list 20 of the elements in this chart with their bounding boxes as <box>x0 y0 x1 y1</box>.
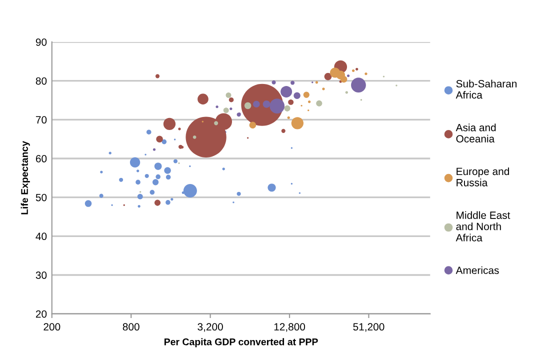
x-tick-label: 51,200 <box>353 323 384 332</box>
x-tick-label: 800 <box>122 323 140 331</box>
y-tick-label: 20 <box>36 310 47 318</box>
y-tick-label: 50 <box>36 194 47 202</box>
legend-label: Middle East and North Africa <box>456 211 510 242</box>
y-tick-label: 30 <box>36 272 47 279</box>
y-tick-label: 90 <box>36 38 47 46</box>
legend-label: Europe and Russia <box>456 167 509 186</box>
y-tick-label: 60 <box>36 155 47 162</box>
x-tick-label: 12,800 <box>274 323 306 332</box>
legend-label: Asia and Oceania <box>456 124 496 142</box>
x-tick-label: 3,200 <box>198 323 223 332</box>
x-tick-label: 200 <box>44 323 60 331</box>
y-tick-label: 40 <box>36 232 47 240</box>
y-axis-title: Life Expectancy <box>20 140 30 214</box>
legend-label: Americas <box>456 266 499 274</box>
y-tick-label: 80 <box>36 77 47 85</box>
legend-label: Sub-Saharan Africa <box>456 80 517 99</box>
y-tick-label: 70 <box>36 116 47 124</box>
x-axis-title: Per Capita GDP converted at PPP <box>164 338 318 348</box>
